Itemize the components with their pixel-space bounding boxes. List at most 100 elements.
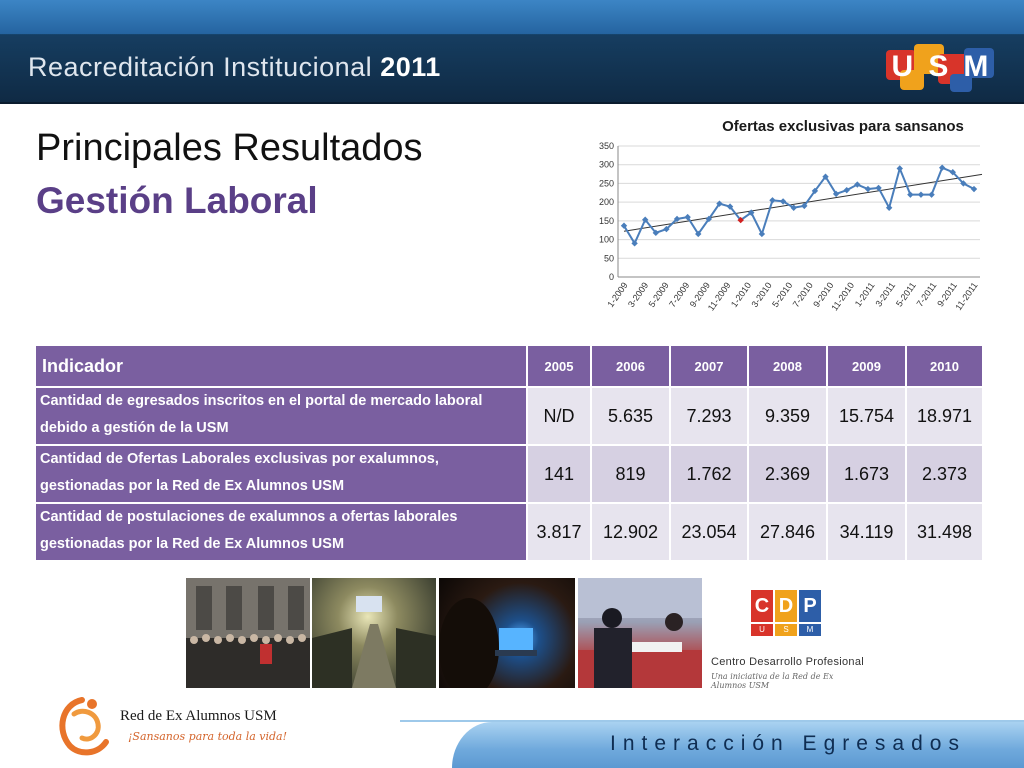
x-tick-label: 5-2011 — [894, 280, 918, 308]
y-tick-label: 350 — [599, 141, 614, 151]
series-line — [623, 165, 975, 246]
row-value: 141 — [526, 444, 592, 504]
row-label: Cantidad de egresados inscritos en el po… — [34, 386, 528, 446]
row-value: 1.673 — [826, 444, 907, 504]
row-value: N/D — [526, 386, 592, 446]
header-title-band — [0, 36, 1024, 102]
row-value: 23.054 — [669, 502, 749, 562]
year-header-2006: 2006 — [590, 344, 671, 388]
row-value: 1.762 — [669, 444, 749, 504]
y-tick-label: 50 — [604, 253, 614, 263]
indicators-table: Indicador 2005 2006 2007 2008 2009 2010 … — [34, 344, 984, 562]
cdp-sub-letter: S — [775, 624, 797, 636]
x-tick-label: 7-2009 — [667, 280, 691, 309]
slide-subtitle: Gestión Laboral — [36, 180, 318, 221]
data-point — [620, 222, 628, 229]
footer-section-label: Interacción Egresados — [610, 732, 966, 755]
year-header-2005: 2005 — [526, 344, 592, 388]
cdp-sub-letter: U — [751, 624, 773, 636]
header-rule — [0, 102, 1024, 104]
row-value: 18.971 — [905, 386, 984, 446]
chart-title: Ofertas exclusivas para sansanos — [722, 118, 964, 135]
row-value: 7.293 — [669, 386, 749, 446]
usm-logo-letter: U — [891, 50, 914, 83]
x-tick-label: 7-2011 — [915, 280, 939, 308]
data-point — [960, 180, 967, 187]
row-value: 2.373 — [905, 444, 984, 504]
red-ex-alumnos-logo — [59, 697, 109, 756]
year-header-2007: 2007 — [669, 344, 749, 388]
data-point — [758, 230, 766, 238]
header-title-text: Reacreditación Institucional — [28, 52, 373, 82]
slide-header: Reacreditación Institucional 2011 U S M — [0, 0, 1024, 104]
auditorium-photo — [312, 578, 436, 688]
trend-line — [623, 173, 983, 232]
org-tagline: ¡Sansanos para toda la vida! — [128, 730, 288, 743]
y-tick-label: 300 — [599, 160, 614, 170]
y-tick-label: 200 — [599, 197, 614, 207]
data-point — [970, 185, 978, 193]
data-point — [896, 165, 903, 172]
row-value: 27.846 — [747, 502, 828, 562]
indicator-header: Indicador — [34, 344, 528, 388]
data-point — [885, 204, 893, 211]
data-point — [864, 185, 872, 193]
org-name: Red de Ex Alumnos USM — [120, 708, 277, 724]
table-header-row: Indicador 2005 2006 2007 2008 2009 2010 — [34, 344, 984, 388]
x-tick-label: 7-2010 — [791, 280, 815, 309]
header-title: Reacreditación Institucional 2011 — [28, 52, 441, 83]
y-tick-label: 100 — [599, 235, 614, 245]
y-tick-label: 250 — [599, 178, 614, 188]
presentation-photo — [439, 578, 575, 688]
footer-band — [452, 722, 1024, 768]
y-tick-label: 150 — [599, 216, 614, 226]
x-tick-label: 1-2009 — [605, 280, 629, 309]
table-row: Cantidad de Ofertas Laborales exclusivas… — [34, 444, 984, 504]
y-tick-label: 0 — [609, 272, 614, 282]
photo-scene — [312, 596, 436, 688]
row-value: 3.817 — [526, 502, 592, 562]
data-point — [832, 190, 840, 198]
x-tick-label: 3-2011 — [873, 280, 897, 308]
data-point — [938, 164, 946, 171]
data-point — [928, 191, 935, 198]
row-label: Cantidad de Ofertas Laborales exclusivas… — [34, 444, 528, 504]
row-value: 15.754 — [826, 386, 907, 446]
header-title-year: 2011 — [380, 52, 441, 82]
x-tick-label: 3-2009 — [626, 280, 650, 309]
usm-puzzle-logo: U S M — [880, 40, 1002, 98]
row-value: 12.902 — [590, 502, 671, 562]
year-header-2008: 2008 — [747, 344, 828, 388]
alumni-group-photo — [186, 578, 310, 688]
footer-rule — [400, 720, 1024, 722]
row-value: 34.119 — [826, 502, 907, 562]
row-value: 9.359 — [747, 386, 828, 446]
cdp-tagline: Una iniciativa de la Red de Ex Alumnos U… — [711, 672, 834, 690]
cdp-logo: C D P U S M Centro Desarrollo Profesiona… — [711, 590, 865, 690]
usm-logo-letter: M — [963, 50, 989, 83]
cdp-letter: D — [775, 590, 797, 622]
data-point — [843, 186, 850, 194]
cdp-name: Centro Desarrollo Profesional — [711, 656, 864, 668]
photo-scene — [439, 598, 537, 688]
x-tick-label: 3-2010 — [749, 280, 773, 309]
data-point — [684, 213, 691, 221]
header-top-band — [0, 0, 1024, 34]
year-header-2010: 2010 — [905, 344, 984, 388]
usm-logo-letters: U S M — [884, 50, 996, 84]
x-tick-label: 1-2011 — [853, 280, 877, 308]
row-value: 2.369 — [747, 444, 828, 504]
x-tick-label: 1-2010 — [729, 280, 753, 309]
cdp-letter: C — [751, 590, 773, 622]
cdp-letter: P — [799, 590, 821, 622]
chart-canvas: 0501001502002503003501-20093-20095-20097… — [599, 141, 983, 313]
data-point — [695, 230, 702, 238]
x-tick-label: 5-2010 — [770, 280, 794, 309]
slide-title: Principales Resultados — [36, 127, 423, 169]
table-row: Cantidad de postulaciones de exalumnos a… — [34, 502, 984, 562]
offers-line-chart: 0 50 100 150 200 250 300 350 1-2009 3-2009 5-2009 7… — [588, 114, 998, 330]
x-tick-label: 5-2009 — [647, 280, 671, 309]
row-value: 819 — [590, 444, 671, 504]
row-value: 5.635 — [590, 386, 671, 446]
table-row: Cantidad de egresados inscritos en el po… — [34, 386, 984, 446]
